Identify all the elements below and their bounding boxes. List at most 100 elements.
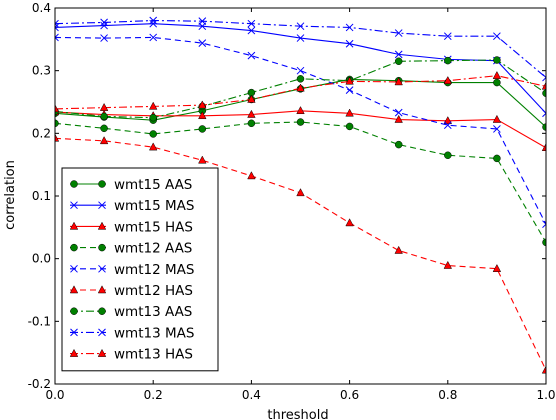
data-point [394, 50, 403, 59]
legend-entry: wmt13 HAS [69, 347, 193, 363]
legend-marker [70, 243, 78, 252]
data-point [296, 106, 305, 115]
data-point [100, 34, 108, 42]
data-point [493, 154, 501, 163]
y-tick-label: -0.1 [28, 314, 51, 328]
data-point [444, 56, 452, 65]
data-point [148, 101, 158, 110]
legend-label: wmt15 AAS [114, 177, 192, 193]
data-point [198, 155, 207, 164]
series-wmt13-mas [55, 16, 546, 82]
series-wmt12-aas [55, 118, 546, 247]
data-point [394, 108, 403, 117]
data-point [296, 66, 305, 75]
data-point [247, 109, 256, 118]
y-tick-label: 0.1 [32, 189, 51, 203]
y-tick-label: -0.2 [28, 377, 51, 391]
legend-marker [98, 201, 106, 210]
data-point [148, 142, 158, 151]
legend-marker [97, 221, 107, 230]
legend-entry: wmt15 HAS [69, 219, 193, 235]
data-point [149, 16, 158, 25]
data-point [99, 102, 109, 111]
data-point [99, 136, 109, 145]
data-point [492, 263, 502, 272]
data-point [542, 109, 546, 118]
data-point [345, 23, 354, 32]
data-point [149, 113, 157, 122]
data-point [493, 56, 501, 64]
data-point [394, 77, 403, 86]
data-point [443, 75, 453, 84]
x-tick-label: 1.0 [536, 388, 555, 402]
legend-label: wmt13 MAS [114, 325, 194, 341]
data-point [394, 114, 403, 123]
axes: 0.0 0.2 0.4 0.6 0.8 1.0 0.4 0.3 0.2 0.1 0.0 -0.1 -0.… [28, 1, 556, 402]
data-point [247, 94, 256, 103]
legend-marker [97, 285, 107, 294]
legend-entry: wmt12 MAS [70, 262, 194, 278]
data-point [247, 171, 256, 180]
data-point [100, 124, 108, 133]
data-point [443, 121, 452, 130]
legend-label: wmt12 MAS [114, 262, 194, 278]
y-tick-label: 0.3 [32, 64, 51, 78]
data-point [55, 33, 59, 42]
data-point [198, 17, 207, 26]
series-wmt15-mas [55, 19, 546, 118]
x-tick-label: 0.8 [438, 388, 457, 402]
data-point [345, 122, 354, 131]
x-tick-label: 0.2 [144, 388, 163, 402]
data-point [492, 70, 502, 79]
legend-label: wmt15 HAS [114, 219, 193, 235]
series-line [55, 110, 546, 149]
legend-entry: wmt13 AAS [70, 304, 192, 320]
data-point [345, 76, 354, 85]
legend-marker [69, 285, 79, 294]
x-tick-label: 0.6 [340, 388, 359, 402]
data-point [493, 32, 501, 41]
data-point [198, 100, 207, 109]
legend-entry: wmt15 MAS [70, 198, 194, 214]
legend-entry: wmt12 AAS [70, 241, 192, 257]
legend-marker [70, 264, 78, 273]
data-point [542, 220, 546, 229]
data-point [345, 218, 354, 227]
series-line [55, 121, 546, 243]
data-point [55, 23, 59, 32]
data-point [345, 86, 354, 94]
data-point [149, 33, 158, 42]
data-point [296, 22, 305, 31]
legend-marker [70, 180, 78, 188]
legend-entry: wmt12 HAS [69, 283, 193, 299]
data-point [247, 19, 256, 28]
data-point [198, 111, 207, 120]
data-point [443, 116, 453, 125]
data-point [55, 133, 60, 142]
data-point [394, 57, 403, 66]
data-point [492, 114, 502, 123]
legend-marker [70, 307, 78, 315]
data-point [394, 245, 403, 254]
data-point [55, 119, 59, 128]
data-point [493, 125, 501, 133]
series-wmt12-mas [55, 33, 546, 229]
data-point [541, 365, 546, 374]
data-point [542, 89, 546, 97]
series-wmt15-has [55, 106, 546, 151]
data-point [394, 29, 403, 37]
data-point [296, 118, 305, 126]
y-tick-label: 0.4 [32, 1, 51, 15]
data-point [296, 83, 305, 92]
data-point [345, 108, 354, 117]
legend-entry: wmt15 AAS [70, 177, 192, 193]
legend-marker [69, 221, 79, 230]
data-point [443, 32, 452, 41]
x-axis-label: threshold [267, 408, 328, 420]
data-point [100, 112, 108, 121]
x-tick-label: 0.4 [242, 388, 261, 402]
data-point [541, 81, 546, 90]
legend: wmt15 AAS wmt15 MAS wmt15 HAS wmt12 AAS wmt1… [61, 167, 219, 372]
data-point [100, 18, 108, 27]
